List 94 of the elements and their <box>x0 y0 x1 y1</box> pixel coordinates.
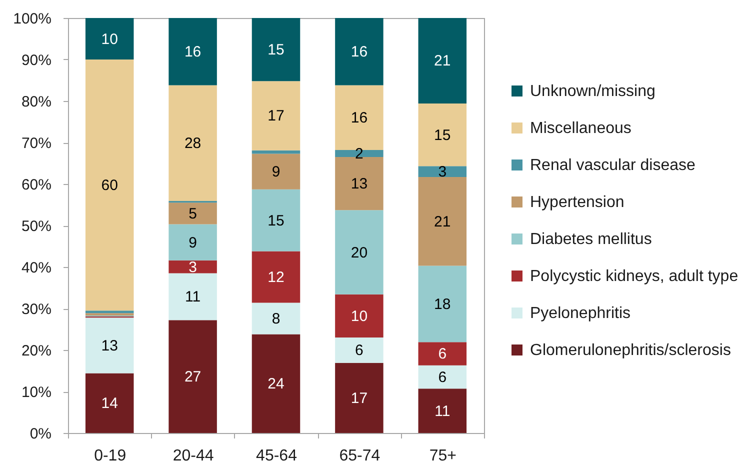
data-label: 10 <box>350 308 368 325</box>
x-tick-label: 20-44 <box>172 448 214 464</box>
data-label: 13 <box>350 176 368 193</box>
y-tick-label: 40% <box>21 260 52 276</box>
data-label: 16 <box>350 44 368 61</box>
data-label: 27 <box>184 368 202 386</box>
bar <box>418 365 467 389</box>
legend-label: Hypertension <box>530 194 624 211</box>
bar <box>335 157 384 210</box>
bar <box>335 150 384 158</box>
y-tick-label: 100% <box>13 10 52 28</box>
bar <box>85 60 134 311</box>
data-label: 12 <box>268 268 284 286</box>
data-label: 6 <box>438 368 447 386</box>
data-label: 15 <box>434 126 451 144</box>
bar <box>168 320 217 433</box>
data-label: 14 <box>101 395 118 412</box>
y-tick-label: 90% <box>21 52 52 69</box>
legend-label: Polycystic kidneys, adult type <box>530 268 738 285</box>
bar <box>252 81 300 150</box>
data-label: 11 <box>185 288 201 306</box>
legend-label: Diabetes mellitus <box>530 231 652 248</box>
data-label: 17 <box>350 390 368 407</box>
bar <box>252 18 300 82</box>
y-tick-label: 30% <box>21 301 52 318</box>
bar <box>335 362 384 433</box>
bar <box>252 150 300 154</box>
bar <box>168 224 217 260</box>
bar <box>168 273 217 320</box>
bar <box>418 266 467 342</box>
data-label: 60 <box>101 177 118 194</box>
data-label: 16 <box>350 110 368 127</box>
bar <box>418 388 467 433</box>
legend-label: Renal vascular disease <box>530 157 696 174</box>
data-label: 9 <box>188 234 197 252</box>
data-label: 18 <box>434 296 451 313</box>
data-label: 13 <box>101 337 118 354</box>
data-label: 17 <box>268 108 284 125</box>
bar <box>335 210 384 294</box>
y-tick-label: 10% <box>21 384 52 401</box>
bar <box>418 103 467 166</box>
bar <box>85 313 134 316</box>
bar <box>168 260 217 274</box>
data-label: 6 <box>355 342 364 360</box>
x-tick-label: 75+ <box>429 448 456 464</box>
x-tick-label: 45-64 <box>256 448 298 464</box>
bar <box>85 318 134 374</box>
data-label: 21 <box>434 52 451 70</box>
y-tick-label: 50% <box>21 218 52 235</box>
data-label: 10 <box>101 30 118 48</box>
bar <box>85 18 134 60</box>
data-label: 21 <box>434 213 451 230</box>
bar <box>168 85 217 202</box>
bar <box>418 342 467 366</box>
data-label: 28 <box>184 135 202 152</box>
data-label: 15 <box>268 42 284 59</box>
data-label: 16 <box>184 44 202 61</box>
bar <box>252 302 300 334</box>
bar <box>335 338 384 363</box>
bar <box>335 85 384 150</box>
data-label: 8 <box>272 310 280 328</box>
bar <box>168 202 217 224</box>
data-label: 3 <box>438 164 447 181</box>
y-tick-label: 20% <box>21 342 52 360</box>
data-label: 3 <box>188 258 197 276</box>
bar <box>252 251 300 303</box>
bar <box>335 18 384 86</box>
bar <box>418 166 467 177</box>
data-label: 20 <box>350 244 368 262</box>
bar <box>252 334 300 433</box>
y-tick-label: 70% <box>21 135 52 152</box>
legend-label: Glomerulonephritis/sclerosis <box>530 342 731 359</box>
y-tick-label: 80% <box>21 94 52 110</box>
x-tick-label: 65-74 <box>339 448 380 464</box>
data-label: 5 <box>188 205 197 222</box>
data-label: 24 <box>268 376 284 393</box>
bar <box>252 189 300 252</box>
bar <box>418 176 467 266</box>
legend-label: Pyelonephritis <box>530 305 630 322</box>
y-tick-label: 0% <box>30 426 52 442</box>
data-label: 6 <box>438 346 447 363</box>
bar <box>85 373 134 433</box>
y-tick-label: 60% <box>21 176 52 194</box>
data-label: 15 <box>268 212 284 230</box>
legend-label: Unknown/missing <box>530 83 656 100</box>
bar <box>252 154 300 190</box>
bar <box>168 18 217 86</box>
data-label: 11 <box>434 402 450 420</box>
bar <box>335 294 384 338</box>
legend-label: Miscellaneous <box>530 120 632 137</box>
bar <box>418 18 467 104</box>
data-label: 9 <box>272 164 280 181</box>
bar <box>85 310 134 314</box>
x-tick-label: 0-19 <box>94 448 126 464</box>
